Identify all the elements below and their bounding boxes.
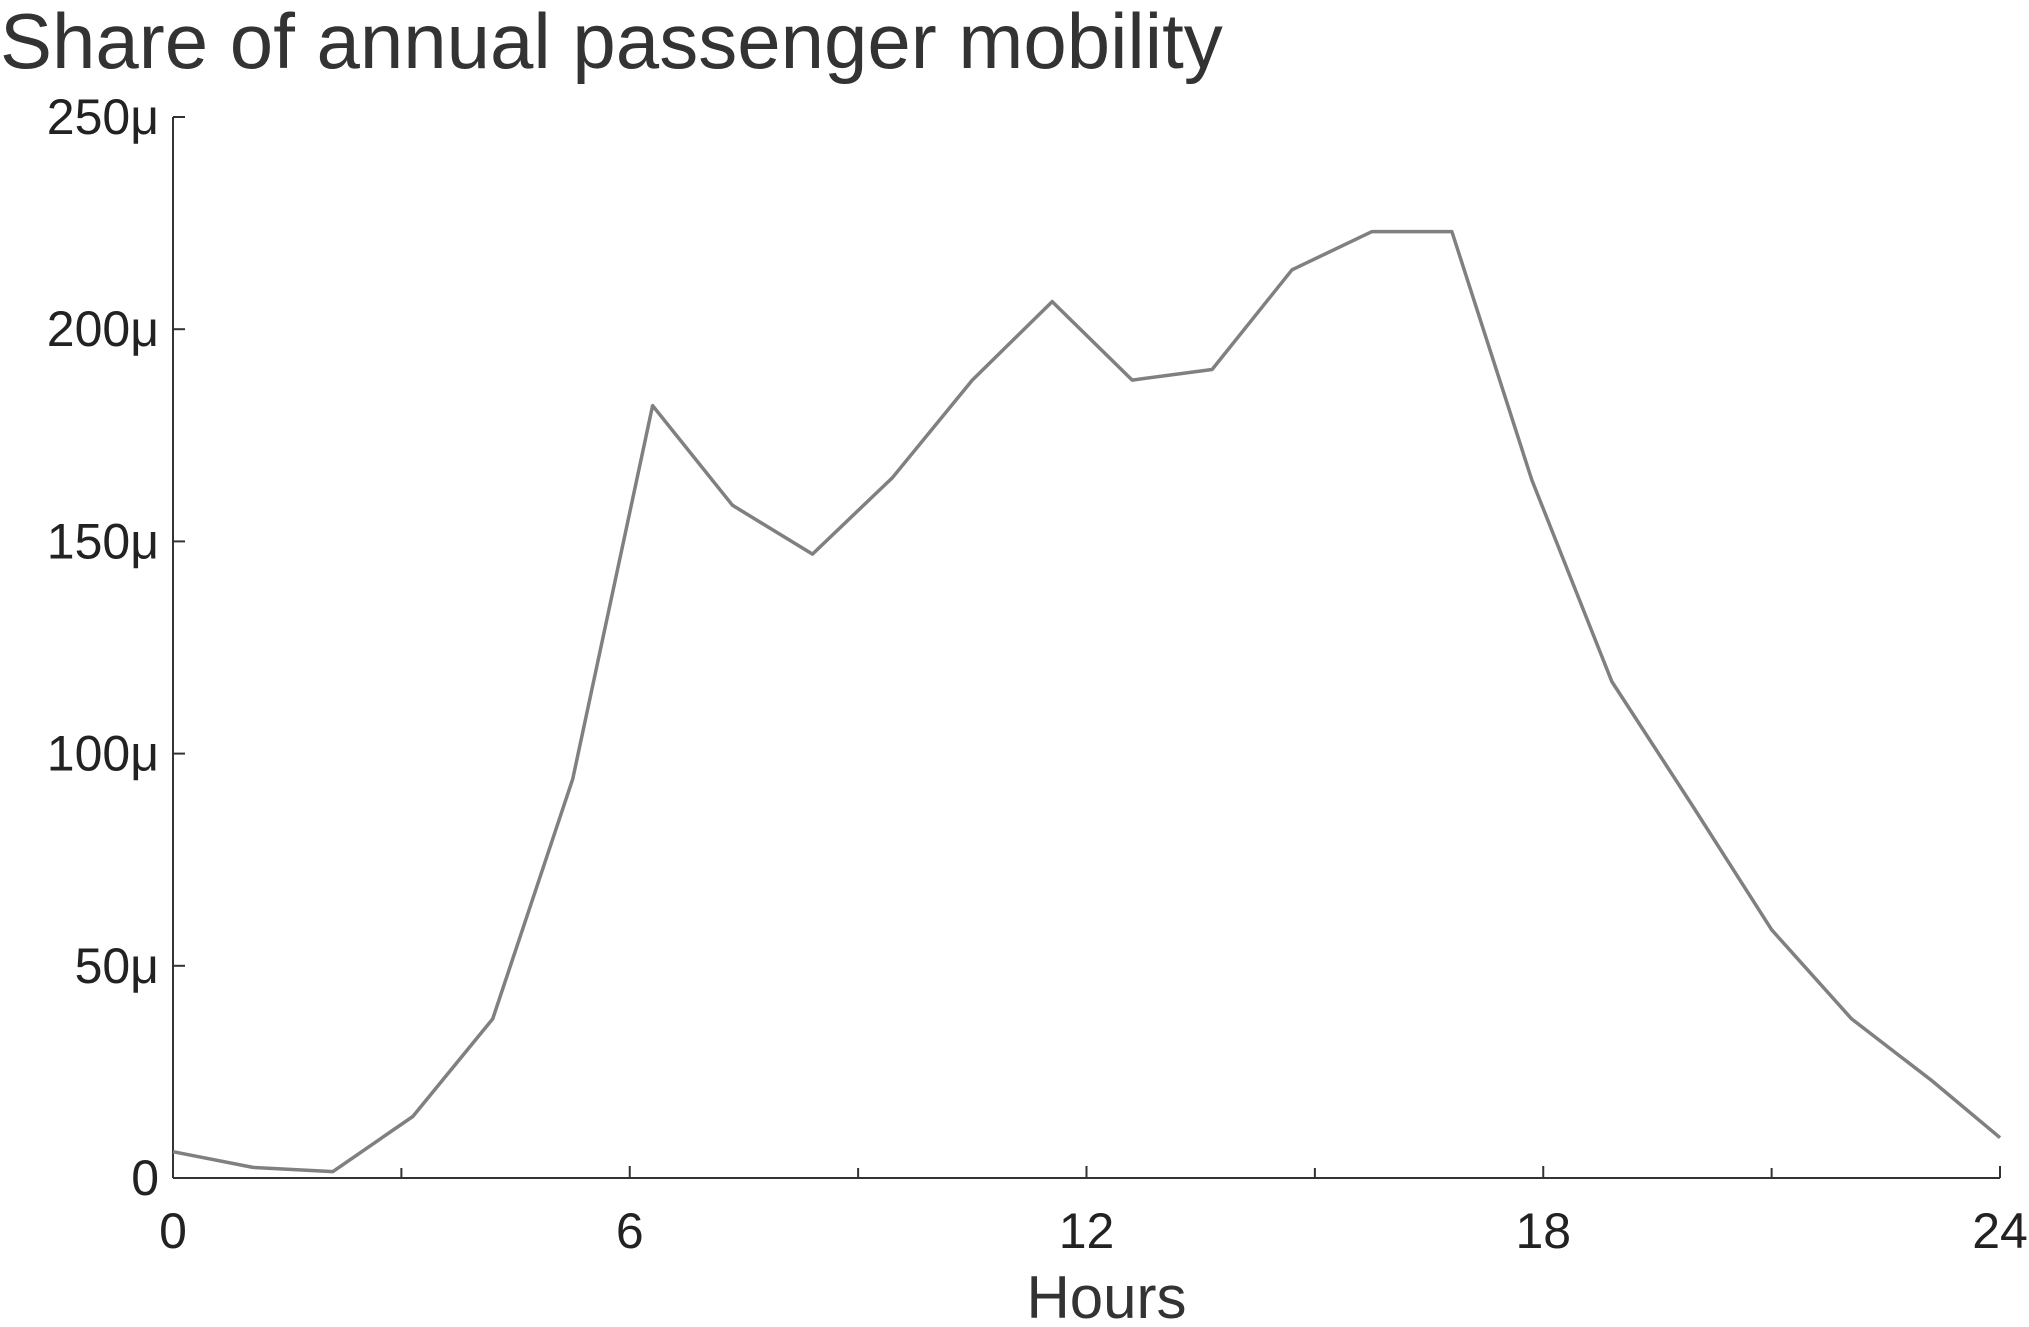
y-tick-label: 250μ: [47, 89, 159, 145]
y-axis: 0 50μ 100μ 150μ 200μ 250μ: [47, 89, 185, 1206]
y-tick-label: 200μ: [47, 301, 159, 357]
x-tick-label: 24: [1972, 1203, 2028, 1259]
y-tick-label: 0: [131, 1150, 159, 1206]
x-tick-label: 18: [1515, 1203, 1571, 1259]
y-tick-label: 150μ: [47, 513, 159, 569]
y-tick-label: 100μ: [47, 726, 159, 782]
x-tick-label: 6: [616, 1203, 644, 1259]
x-tick-label: 12: [1059, 1203, 1115, 1259]
series-line: [172, 229, 2002, 1174]
plot-area: [172, 229, 2002, 1174]
x-axis-label: Hours: [1026, 1264, 1186, 1327]
x-tick-label: 0: [159, 1203, 187, 1259]
chart-title: Share of annual passenger mobility: [0, 0, 1223, 85]
x-axis: 0 6 12 18 24: [159, 1166, 2028, 1259]
y-tick-label: 50μ: [75, 938, 159, 994]
